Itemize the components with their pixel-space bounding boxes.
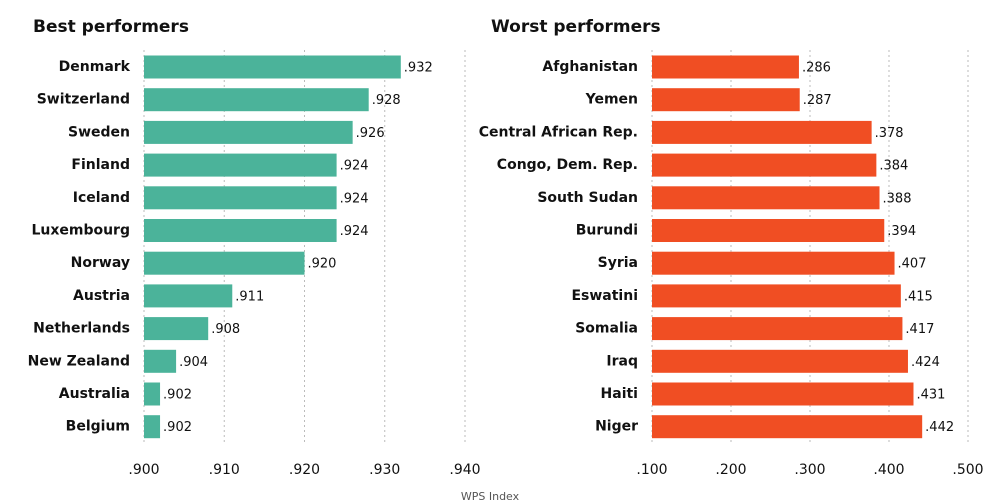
value-label: .417 [905, 322, 934, 337]
value-label: .904 [179, 355, 208, 370]
category-label: Haiti [601, 386, 638, 402]
bar [144, 55, 401, 79]
x-tick-label: .500 [952, 462, 983, 478]
value-label: .902 [163, 388, 192, 403]
value-label: .431 [916, 388, 945, 403]
category-label: New Zealand [28, 353, 130, 369]
x-tick-label: .930 [369, 462, 400, 478]
category-label: Finland [71, 157, 130, 173]
bar [652, 382, 914, 406]
bar [652, 88, 800, 112]
bar [652, 317, 903, 341]
value-label: .415 [904, 289, 933, 304]
value-label: .378 [875, 126, 904, 141]
value-label: .928 [372, 93, 401, 108]
bar [652, 251, 895, 275]
bar [652, 284, 901, 308]
value-label: .286 [802, 61, 831, 76]
value-label: .442 [925, 420, 954, 435]
bar [144, 382, 161, 406]
category-label: Syria [598, 255, 638, 271]
x-tick-label: .910 [209, 462, 240, 478]
category-label: Belgium [66, 419, 130, 435]
value-label: .924 [340, 191, 369, 206]
x-tick-label: .100 [636, 462, 667, 478]
category-label: Central African Rep. [479, 124, 638, 140]
bar [652, 415, 923, 439]
category-label: Niger [595, 419, 638, 435]
value-label: .394 [887, 224, 916, 239]
category-label: Austria [73, 288, 130, 304]
bar [652, 219, 885, 242]
category-label: Australia [59, 386, 130, 402]
bar [144, 349, 177, 373]
bar [144, 251, 305, 275]
x-tick-label: .200 [715, 462, 746, 478]
x-tick-label: .920 [289, 462, 320, 478]
value-label: .424 [911, 355, 940, 370]
value-label: .924 [340, 159, 369, 174]
category-label: Eswatini [571, 288, 638, 304]
x-tick-label: .300 [794, 462, 825, 478]
bar [144, 186, 337, 210]
category-label: Afghanistan [542, 59, 638, 75]
category-label: Switzerland [37, 92, 130, 108]
category-label: Norway [71, 255, 130, 271]
category-label: Sweden [68, 124, 130, 140]
bar [144, 415, 161, 439]
value-label: .932 [404, 61, 433, 76]
category-label: Iceland [73, 190, 130, 206]
x-tick-label: .940 [449, 462, 480, 478]
bar [652, 55, 799, 79]
bar [144, 219, 337, 242]
category-label: Yemen [585, 92, 638, 108]
bar [652, 120, 872, 144]
bar [652, 186, 880, 210]
chart-title: Best performers [33, 17, 189, 37]
category-label: Congo, Dem. Rep. [497, 157, 638, 173]
value-label: .384 [879, 159, 908, 174]
value-label: .924 [340, 224, 369, 239]
value-label: .911 [235, 289, 264, 304]
value-label: .388 [883, 191, 912, 206]
value-label: .287 [803, 93, 832, 108]
value-label: .926 [356, 126, 385, 141]
bar [144, 317, 209, 341]
bar [144, 153, 337, 177]
category-label: Burundi [576, 223, 638, 239]
bar [144, 88, 369, 112]
chart-title: Worst performers [491, 17, 661, 37]
bar [144, 120, 353, 144]
category-label: Denmark [59, 59, 131, 75]
value-label: .908 [211, 322, 240, 337]
bar [652, 349, 908, 373]
category-label: Netherlands [33, 321, 130, 337]
category-label: South Sudan [537, 190, 638, 206]
bar [652, 153, 877, 177]
bar [144, 284, 233, 308]
value-label: .902 [163, 420, 192, 435]
x-tick-label: .900 [128, 462, 159, 478]
value-label: .920 [308, 257, 337, 272]
x-tick-label: .400 [873, 462, 904, 478]
x-axis-label: WPS Index [461, 490, 520, 502]
category-label: Somalia [575, 321, 638, 337]
value-label: .407 [898, 257, 927, 272]
category-label: Luxembourg [31, 223, 130, 239]
category-label: Iraq [606, 353, 638, 369]
